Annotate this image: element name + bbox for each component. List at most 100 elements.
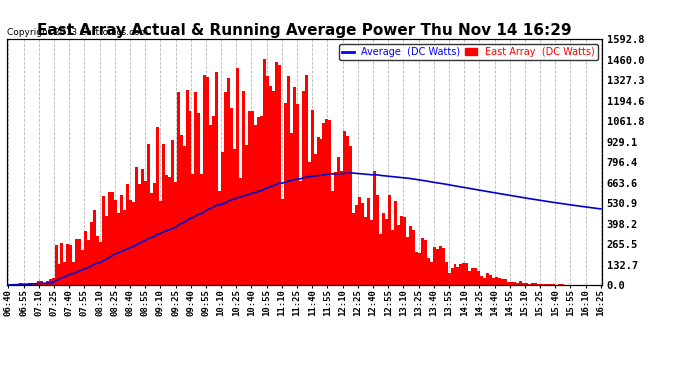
Bar [79,238,81,285]
Bar [70,245,72,285]
Bar [204,75,206,285]
Bar [188,111,192,285]
Bar [376,195,379,285]
Bar [364,217,367,285]
Bar [75,239,79,285]
Bar [31,283,34,285]
Bar [227,78,230,285]
Bar [426,258,430,285]
Bar [403,217,406,285]
Bar [200,174,204,285]
Bar [522,284,525,285]
Bar [287,76,290,285]
Bar [460,264,462,285]
Bar [361,203,364,285]
Bar [313,154,317,285]
Bar [451,268,453,285]
Bar [129,200,132,285]
Bar [415,252,417,285]
Bar [385,219,388,285]
Bar [215,72,218,285]
Bar [353,213,355,285]
Bar [317,136,319,285]
Bar [335,172,337,285]
Bar [388,195,391,285]
Bar [84,231,88,285]
Bar [242,91,245,285]
Bar [272,91,275,285]
Bar [195,92,197,285]
Bar [61,243,63,285]
Bar [531,284,534,285]
Bar [284,103,287,285]
Bar [462,263,466,285]
Bar [105,216,108,285]
Bar [213,116,215,285]
Bar [337,158,340,285]
Bar [278,64,281,285]
Bar [126,184,129,285]
Bar [19,284,22,285]
Bar [260,116,263,285]
Bar [430,262,433,285]
Bar [81,250,84,285]
Bar [417,253,421,285]
Bar [37,281,39,285]
Bar [382,213,385,285]
Bar [174,182,177,285]
Bar [299,181,302,285]
Text: Copyright 2013 Cartronics.com: Copyright 2013 Cartronics.com [7,28,148,37]
Bar [340,171,344,285]
Bar [257,117,260,285]
Bar [57,264,61,285]
Bar [46,281,48,285]
Bar [489,275,492,285]
Bar [370,220,373,285]
Bar [43,283,46,285]
Bar [156,128,159,285]
Bar [552,284,555,285]
Bar [308,162,310,285]
Bar [319,139,322,285]
Bar [152,183,156,285]
Bar [448,273,451,285]
Legend: Average  (DC Watts), East Array  (DC Watts): Average (DC Watts), East Array (DC Watts… [339,44,598,60]
Bar [293,87,296,285]
Bar [373,171,376,285]
Bar [161,144,165,285]
Bar [248,111,251,285]
Title: East Array Actual & Running Average Power Thu Nov 14 16:29: East Array Actual & Running Average Powe… [37,23,572,38]
Bar [483,279,486,285]
Bar [209,125,213,285]
Bar [88,240,90,285]
Bar [192,174,195,285]
Bar [355,205,358,285]
Bar [16,284,19,285]
Bar [254,125,257,285]
Bar [183,146,186,285]
Bar [263,59,266,285]
Bar [433,247,435,285]
Bar [486,273,489,285]
Bar [102,196,105,285]
Bar [305,75,308,285]
Bar [412,230,415,285]
Bar [322,123,326,285]
Bar [534,283,537,285]
Bar [435,249,439,285]
Bar [326,119,328,285]
Bar [519,282,522,285]
Bar [367,198,370,285]
Bar [507,282,510,285]
Bar [537,284,540,285]
Bar [474,268,477,285]
Bar [310,110,313,285]
Bar [93,210,96,285]
Bar [266,76,269,285]
Bar [379,234,382,285]
Bar [492,278,495,285]
Bar [504,279,507,285]
Bar [466,263,469,285]
Bar [525,283,528,285]
Bar [296,104,299,285]
